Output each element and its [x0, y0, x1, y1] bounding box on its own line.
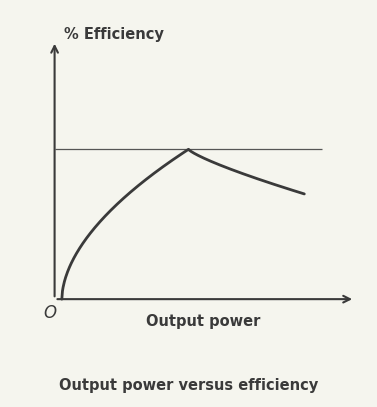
Text: % Efficiency: % Efficiency	[64, 27, 164, 42]
Text: O: O	[44, 304, 57, 322]
Text: Output power versus efficiency: Output power versus efficiency	[59, 378, 318, 393]
Text: Output power: Output power	[146, 314, 260, 329]
